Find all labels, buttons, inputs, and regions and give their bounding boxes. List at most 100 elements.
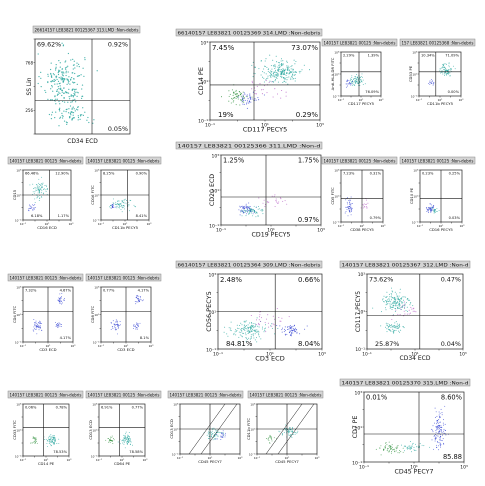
event-dot xyxy=(215,434,217,436)
event-dot xyxy=(59,298,61,300)
plot-panel-e: 140157 LE83821 00125366 311.LMD :Non-d1.… xyxy=(175,141,325,238)
x-axis-label: CD117 PECY5 xyxy=(243,126,288,134)
event-dot xyxy=(439,438,441,440)
event-dot xyxy=(277,70,279,72)
event-dot xyxy=(72,81,74,83)
quadrant-percent-br: 8.04% xyxy=(298,340,320,348)
event-dot xyxy=(273,81,275,83)
event-dot xyxy=(67,71,69,73)
event-dot xyxy=(259,316,260,318)
event-dot xyxy=(36,333,38,335)
event-dot xyxy=(42,192,44,194)
plot-frame xyxy=(340,51,382,97)
event-dot xyxy=(244,329,246,331)
x-tick-label: 10¹ xyxy=(360,224,365,228)
event-dot xyxy=(45,91,47,94)
event-dot xyxy=(47,445,49,447)
quadrant-percent-br: 78.58% xyxy=(129,450,143,454)
event-dot xyxy=(211,433,213,435)
event-dot xyxy=(211,429,213,431)
event-dot xyxy=(252,325,254,326)
event-dot xyxy=(275,200,277,202)
x-axis-label: CD34 ECD xyxy=(67,138,98,145)
event-dot xyxy=(249,98,251,100)
event-dot xyxy=(390,296,392,298)
event-dot xyxy=(285,430,287,432)
event-dot xyxy=(267,439,269,441)
event-dot xyxy=(215,437,217,439)
event-dot xyxy=(401,444,402,446)
event-dot xyxy=(437,424,439,426)
event-dot xyxy=(445,73,447,75)
event-dot xyxy=(439,437,441,439)
event-dot xyxy=(440,408,442,410)
event-dot xyxy=(287,68,289,70)
event-dot xyxy=(133,204,135,206)
event-dot xyxy=(238,341,240,343)
x-tick-label: 10³ xyxy=(381,224,386,228)
event-dot xyxy=(66,78,68,80)
event-dot xyxy=(427,210,429,212)
event-dot xyxy=(61,71,63,74)
quadrant-percent-tr: 0.66% xyxy=(298,276,320,284)
event-dot xyxy=(397,447,399,449)
event-dot xyxy=(267,322,269,324)
event-dot xyxy=(46,188,48,190)
event-dot xyxy=(439,416,441,418)
event-dot xyxy=(220,439,222,441)
event-dot xyxy=(274,194,276,196)
event-dot xyxy=(276,75,278,77)
event-dot xyxy=(249,93,251,95)
event-dot xyxy=(96,70,98,72)
event-dot xyxy=(118,204,120,206)
event-dot xyxy=(112,443,114,445)
event-dot xyxy=(278,70,280,72)
event-dot xyxy=(33,207,35,209)
event-dot xyxy=(50,443,52,445)
event-dot xyxy=(127,204,129,206)
event-dot xyxy=(274,76,276,78)
event-dot xyxy=(117,203,119,205)
event-dot xyxy=(445,68,447,70)
event-dot xyxy=(277,81,279,83)
event-dot xyxy=(31,442,33,444)
event-dot xyxy=(241,101,243,103)
event-dot xyxy=(430,211,432,213)
event-dot xyxy=(55,321,57,323)
event-dot xyxy=(397,308,399,310)
event-dot xyxy=(389,329,391,331)
event-dot xyxy=(441,432,443,434)
event-dot xyxy=(118,206,120,208)
event-dot xyxy=(397,452,399,454)
event-dot xyxy=(70,94,72,96)
event-dot xyxy=(54,69,57,71)
event-dot xyxy=(278,430,280,432)
event-dot xyxy=(52,442,54,444)
event-dot xyxy=(359,78,361,80)
plot-header-text: 66140157 LE83821 00125364 309.LMD :Non-d… xyxy=(178,262,321,267)
event-dot xyxy=(443,424,444,426)
event-dot xyxy=(246,208,248,209)
event-dot xyxy=(53,80,55,83)
event-dot xyxy=(288,69,290,71)
y-tick-label: 10¹ xyxy=(92,428,97,432)
event-dot xyxy=(123,202,125,204)
event-dot xyxy=(395,329,397,331)
event-dot xyxy=(294,71,296,73)
event-dot xyxy=(244,93,246,95)
event-dot xyxy=(73,108,75,110)
event-dot xyxy=(63,101,66,103)
quadrant-percent-tl: 7.23% xyxy=(343,172,355,176)
event-dot xyxy=(396,305,398,307)
plot-header-bar xyxy=(399,38,476,47)
event-dot xyxy=(66,66,68,68)
y-axis-label: CD14 PE xyxy=(197,67,205,95)
event-dot xyxy=(243,92,245,94)
event-dot xyxy=(71,101,73,103)
event-dot xyxy=(288,434,290,436)
event-dot xyxy=(255,99,257,101)
event-dot xyxy=(59,293,61,295)
event-dot xyxy=(54,439,56,441)
event-dot xyxy=(427,208,428,210)
event-dot xyxy=(258,326,260,328)
